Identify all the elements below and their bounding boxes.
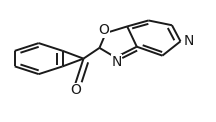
Text: N: N	[183, 34, 194, 48]
Text: O: O	[71, 83, 81, 97]
Text: N: N	[111, 55, 122, 69]
Text: O: O	[98, 23, 109, 37]
